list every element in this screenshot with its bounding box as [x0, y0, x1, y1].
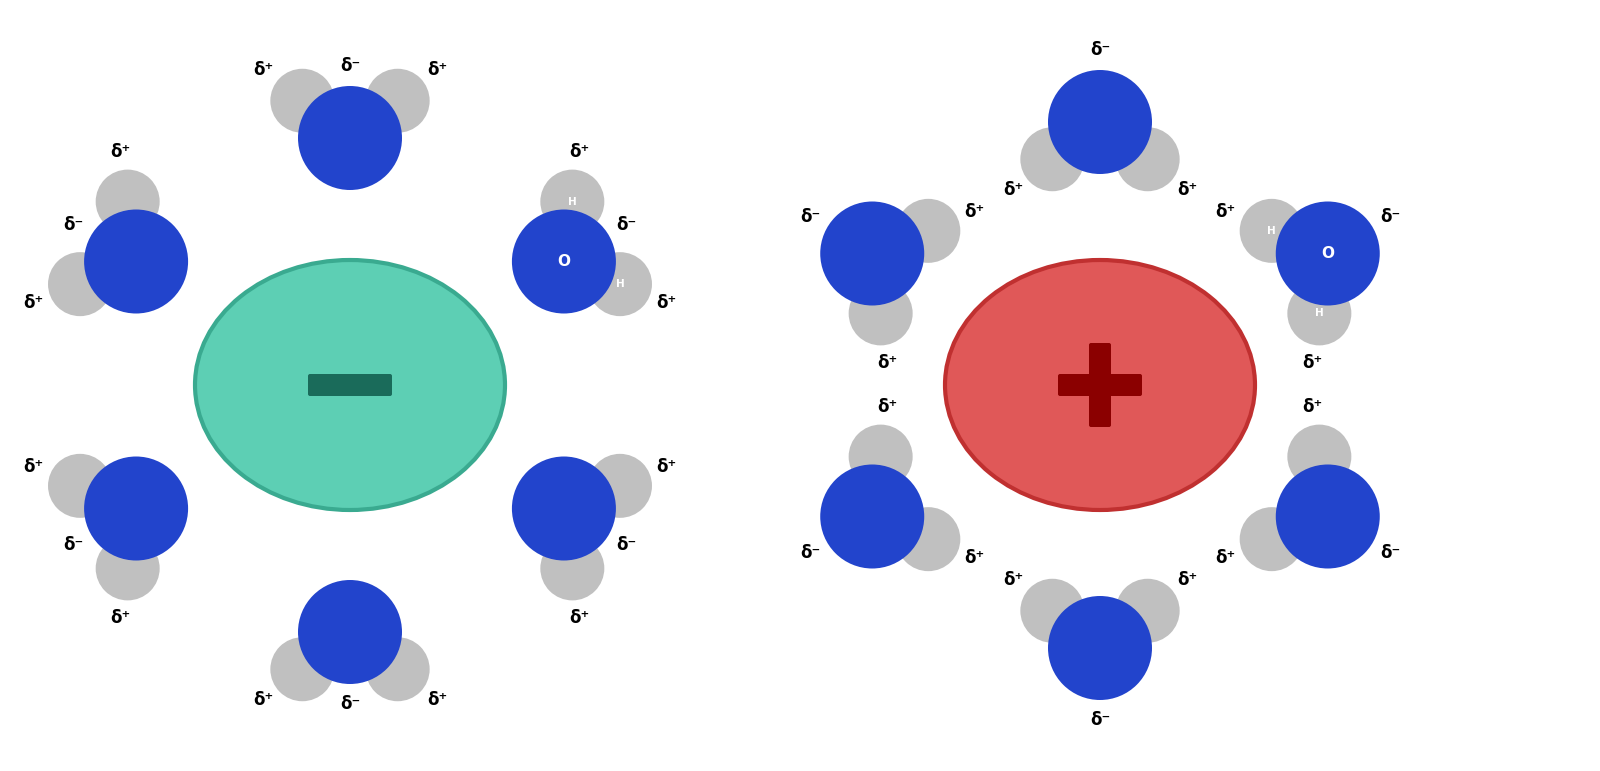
Text: δ⁺: δ⁺	[1216, 203, 1235, 221]
Text: δ⁻: δ⁻	[339, 695, 360, 713]
Circle shape	[270, 69, 334, 133]
Circle shape	[1115, 127, 1179, 191]
Text: δ⁺: δ⁺	[656, 458, 677, 476]
Circle shape	[298, 86, 402, 190]
Text: δ⁺: δ⁺	[253, 691, 274, 709]
Circle shape	[1021, 127, 1085, 191]
Circle shape	[1288, 281, 1352, 345]
Circle shape	[85, 210, 189, 314]
Ellipse shape	[946, 260, 1254, 510]
Text: δ⁺: δ⁺	[877, 398, 898, 416]
Text: δ⁻: δ⁻	[616, 217, 637, 234]
FancyBboxPatch shape	[1058, 374, 1142, 396]
Ellipse shape	[195, 260, 506, 510]
Text: δ⁻: δ⁻	[1379, 544, 1400, 561]
Text: δ⁻: δ⁻	[339, 57, 360, 75]
Circle shape	[96, 537, 160, 601]
Circle shape	[848, 281, 912, 345]
FancyBboxPatch shape	[1090, 343, 1110, 427]
Circle shape	[366, 638, 430, 702]
Circle shape	[298, 580, 402, 684]
Circle shape	[896, 507, 960, 571]
Circle shape	[96, 170, 160, 234]
Text: δ⁺: δ⁺	[1216, 549, 1235, 567]
Circle shape	[512, 456, 616, 561]
Circle shape	[821, 464, 925, 568]
Text: δ⁻: δ⁻	[64, 536, 83, 554]
Text: δ⁺: δ⁺	[110, 609, 131, 627]
Circle shape	[1021, 579, 1085, 643]
Text: δ⁺: δ⁺	[427, 61, 446, 79]
Circle shape	[1240, 199, 1304, 263]
Circle shape	[587, 454, 651, 518]
Text: δ⁺: δ⁺	[1302, 354, 1323, 372]
Circle shape	[1048, 596, 1152, 700]
Text: δ⁻: δ⁻	[64, 217, 83, 234]
Circle shape	[1115, 579, 1179, 643]
Text: δ⁻: δ⁻	[1090, 41, 1110, 59]
Text: δ⁺: δ⁺	[877, 354, 898, 372]
Text: δ⁺: δ⁺	[965, 203, 984, 221]
Text: δ⁻: δ⁻	[800, 544, 821, 561]
Text: δ⁺: δ⁺	[24, 458, 43, 476]
Circle shape	[1048, 70, 1152, 174]
Text: δ⁺: δ⁺	[570, 609, 589, 627]
Circle shape	[821, 201, 925, 305]
Text: δ⁺: δ⁺	[24, 294, 43, 312]
Circle shape	[896, 199, 960, 263]
Text: δ⁻: δ⁻	[1090, 711, 1110, 729]
Circle shape	[1240, 507, 1304, 571]
Text: δ⁻: δ⁻	[800, 208, 821, 227]
Circle shape	[48, 252, 112, 316]
Text: H: H	[568, 197, 576, 207]
Text: δ⁺: δ⁺	[570, 143, 589, 161]
Circle shape	[541, 537, 605, 601]
Circle shape	[85, 456, 189, 561]
Text: δ⁻: δ⁻	[616, 536, 637, 554]
Text: δ⁺: δ⁺	[1178, 571, 1197, 589]
Text: δ⁻: δ⁻	[1379, 208, 1400, 227]
Text: δ⁺: δ⁺	[427, 691, 446, 709]
Text: O: O	[557, 254, 571, 269]
Text: δ⁺: δ⁺	[1302, 398, 1323, 416]
Text: H: H	[1315, 308, 1323, 318]
Circle shape	[587, 252, 651, 316]
Circle shape	[1275, 464, 1379, 568]
Circle shape	[48, 454, 112, 518]
Text: δ⁺: δ⁺	[253, 61, 274, 79]
Text: δ⁺: δ⁺	[1178, 181, 1197, 199]
Circle shape	[848, 425, 912, 489]
Circle shape	[366, 69, 430, 133]
Text: δ⁺: δ⁺	[965, 549, 984, 567]
Text: δ⁺: δ⁺	[656, 294, 677, 312]
Circle shape	[1275, 201, 1379, 305]
Text: δ⁺: δ⁺	[110, 143, 131, 161]
Text: O: O	[1322, 246, 1334, 261]
Circle shape	[270, 638, 334, 702]
Circle shape	[541, 170, 605, 234]
FancyBboxPatch shape	[307, 374, 392, 396]
Text: H: H	[1267, 226, 1277, 236]
Circle shape	[512, 210, 616, 314]
Text: H: H	[616, 279, 624, 289]
Text: δ⁺: δ⁺	[1003, 571, 1022, 589]
Circle shape	[1288, 425, 1352, 489]
Text: δ⁺: δ⁺	[1003, 181, 1022, 199]
